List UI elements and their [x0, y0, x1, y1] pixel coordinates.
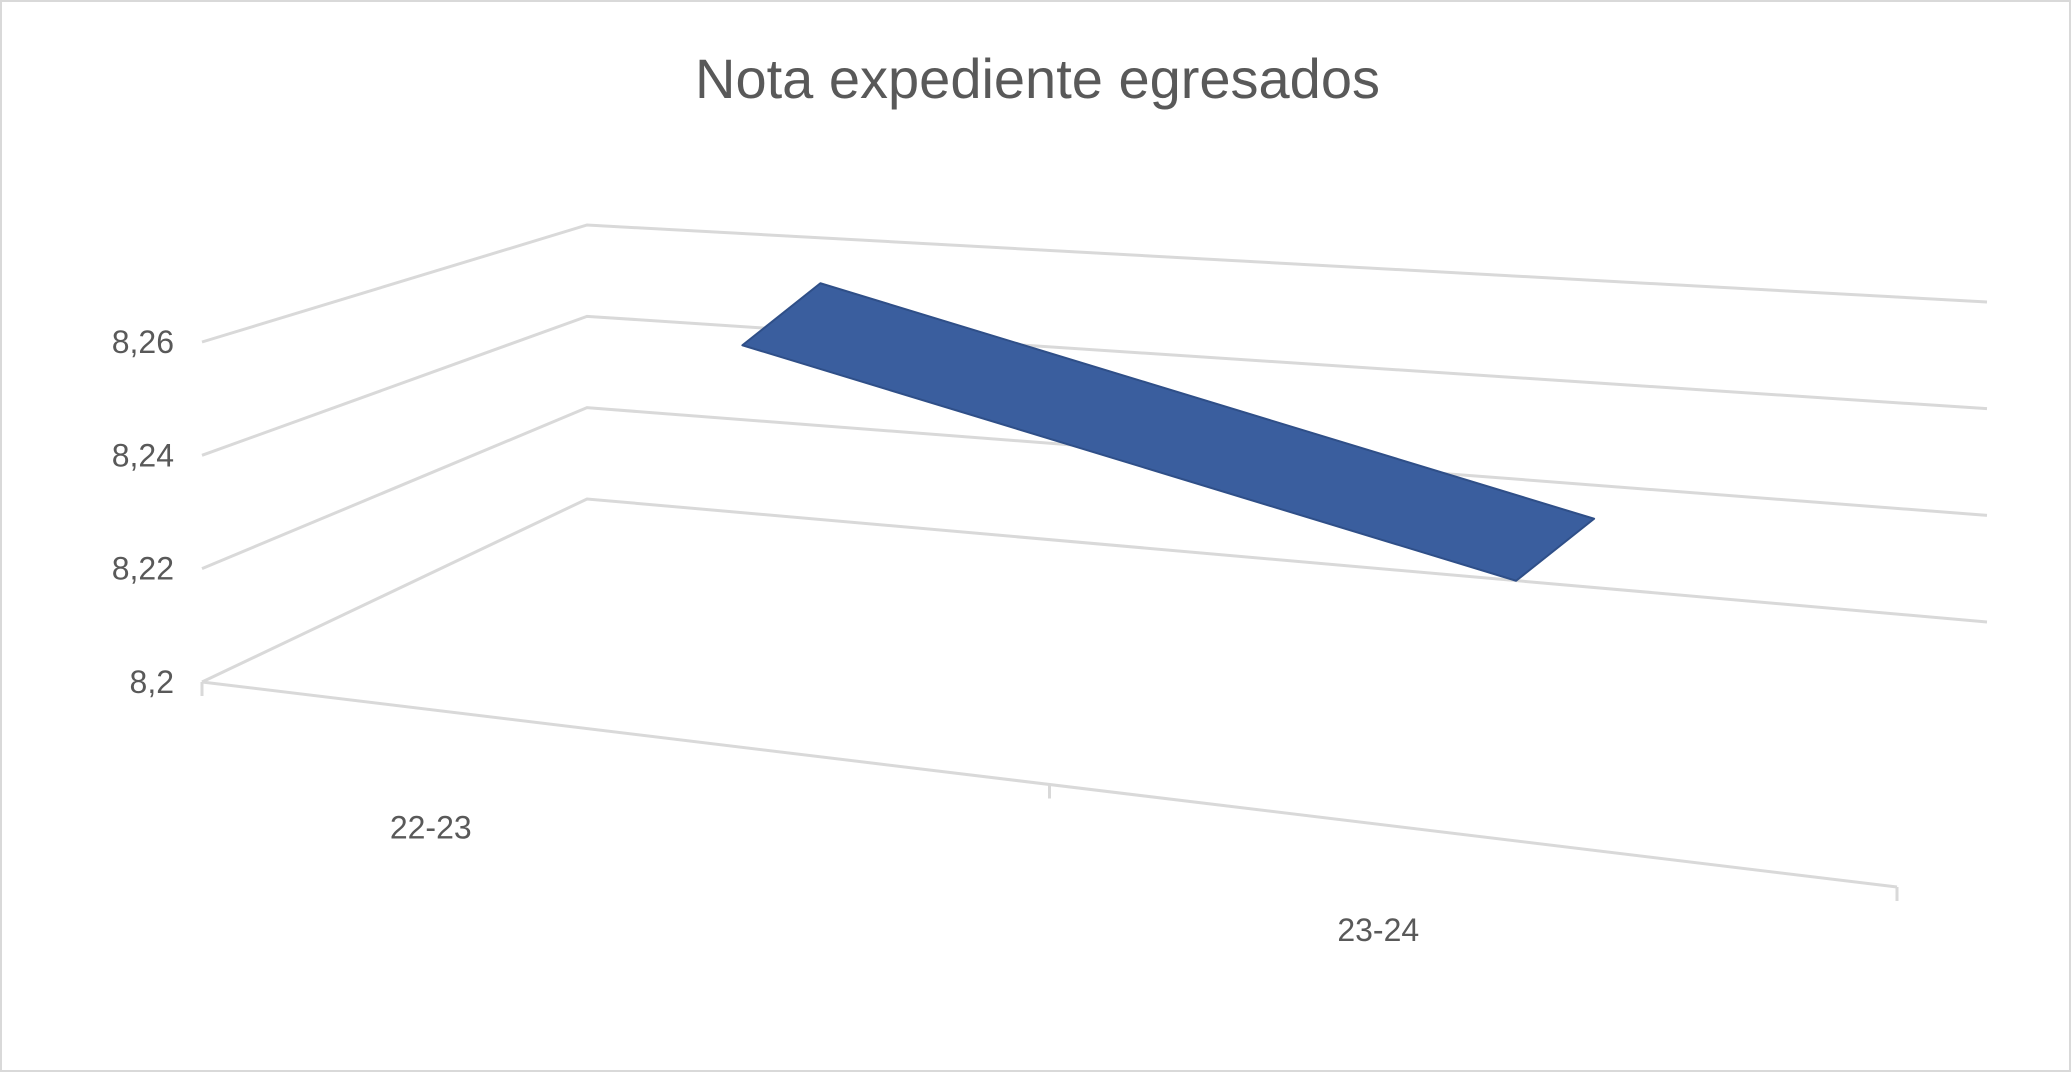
chart-title: Nota expediente egresados [695, 47, 1380, 110]
gridline [201, 314, 1988, 457]
y-tick-label: 8,26 [112, 324, 174, 360]
y-tick-label: 8,22 [112, 551, 174, 587]
x-tick-label: 22-23 [390, 809, 472, 845]
y-tick-label: 8,2 [130, 664, 174, 700]
x-tick-label: 23-24 [1337, 912, 1419, 948]
y-tick-label: 8,24 [112, 437, 174, 473]
series-ribbon [741, 282, 1596, 582]
gridline [201, 223, 1988, 344]
gridline [201, 497, 1988, 684]
gridline [201, 406, 1988, 571]
